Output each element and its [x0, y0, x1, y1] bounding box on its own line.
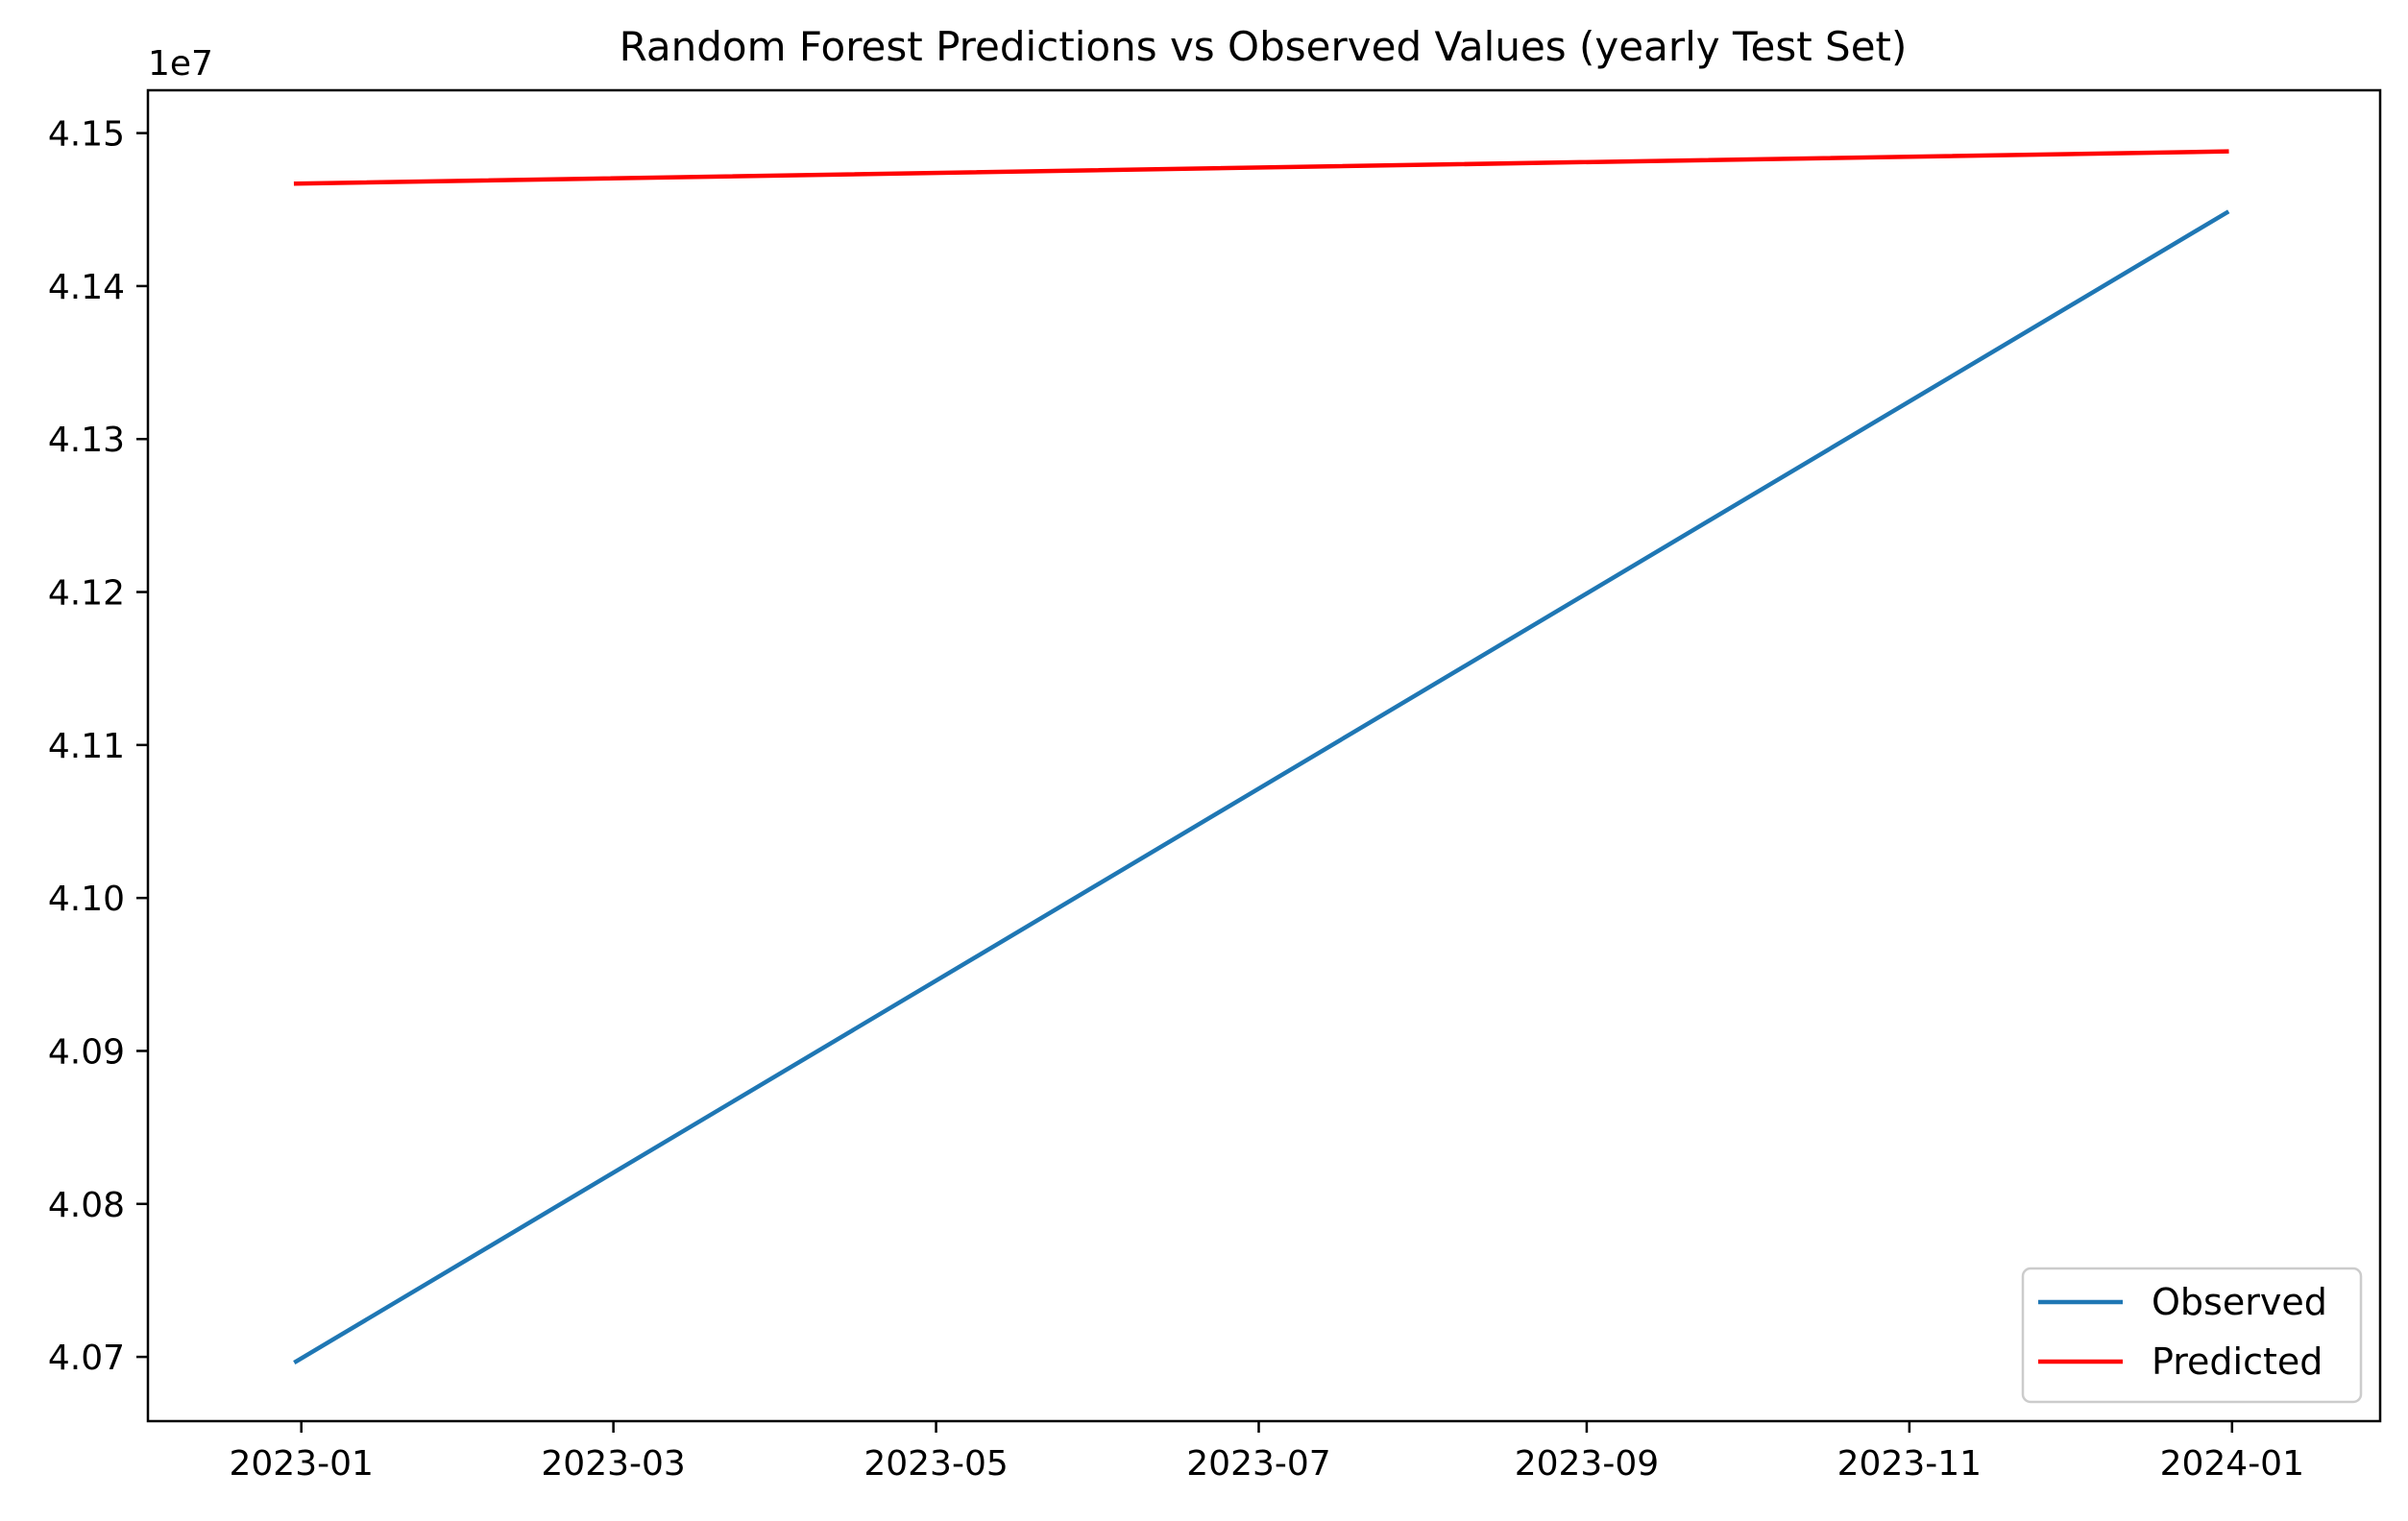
y-tick-label: 4.07 — [48, 1339, 125, 1378]
y-tick-label: 4.11 — [48, 727, 125, 766]
x-tick-label: 2023-11 — [1837, 1444, 1982, 1484]
y-tick-label: 4.14 — [48, 268, 125, 307]
x-tick-label: 2023-09 — [1515, 1444, 1659, 1484]
x-tick-label: 2023-03 — [541, 1444, 685, 1484]
chart-title: Random Forest Predictions vs Observed Va… — [620, 23, 1908, 70]
y-tick-label: 4.12 — [48, 574, 125, 614]
y-tick-label: 4.09 — [48, 1032, 125, 1072]
plot-area — [146, 88, 2382, 1423]
legend-label-predicted: Predicted — [2152, 1340, 2323, 1383]
y-axis-offset-label: 1e7 — [148, 44, 213, 84]
plot-frame — [146, 88, 2382, 1423]
y-tick-label: 4.10 — [48, 880, 125, 919]
x-tick-label: 2024-01 — [2160, 1444, 2304, 1484]
y-axis: 4.07 4.08 4.09 4.10 4.11 4.12 4.13 4.14 4.15 — [48, 115, 148, 1378]
series-line-predicted — [293, 149, 2229, 186]
y-tick-label: 4.13 — [48, 421, 125, 460]
plot-background — [148, 90, 2380, 1421]
x-tick-label: 2023-01 — [229, 1444, 373, 1484]
x-axis: 2023-01 2023-03 2023-05 2023-07 2023-09 2023-… — [229, 1421, 2304, 1484]
y-tick-label: 4.08 — [48, 1186, 125, 1225]
series-line-observed — [293, 209, 2230, 1364]
series-layer — [293, 149, 2230, 1364]
y-tick-label: 4.15 — [48, 115, 125, 155]
x-tick-label: 2023-05 — [863, 1444, 1008, 1484]
legend: Observed Predicted — [2021, 1267, 2363, 1404]
legend-label-observed: Observed — [2152, 1281, 2327, 1323]
x-tick-label: 2023-07 — [1186, 1444, 1330, 1484]
